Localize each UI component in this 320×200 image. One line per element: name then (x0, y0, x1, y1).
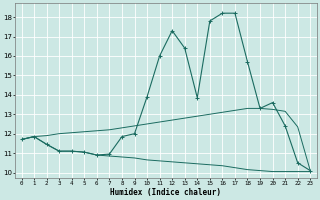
X-axis label: Humidex (Indice chaleur): Humidex (Indice chaleur) (110, 188, 221, 197)
